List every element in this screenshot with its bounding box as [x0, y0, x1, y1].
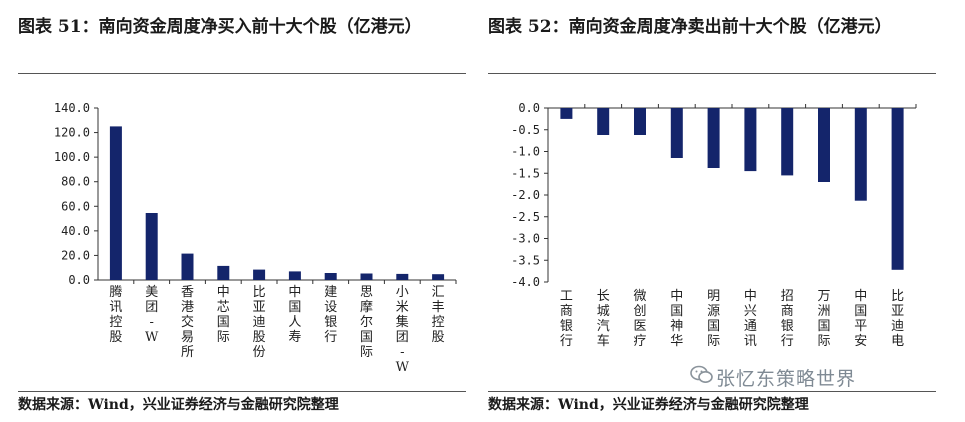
chart-panel-52: 图表 52：南向资金周度净卖出前十大个股（亿港元） 0.0 -0.5 -1.0 -1.…	[488, 0, 958, 422]
category-label: 中国神华	[670, 289, 683, 349]
chart-panel-51: 图表 51：南向资金周度净买入前十大个股（亿港元） 0.0 20.0 40.0 60.…	[18, 0, 488, 422]
bar	[324, 273, 337, 280]
bar-chart-net-buy: 0.0 20.0 40.0 60.0 80.0 100.0 120.0 140.0 腾讯控股 美团…	[54, 101, 457, 375]
bar	[432, 274, 445, 280]
y-tick-label: -4.0	[511, 275, 540, 289]
y-tick-label: 80.0	[61, 175, 90, 189]
bar	[560, 108, 573, 119]
category-label: 汇丰控股	[432, 285, 445, 345]
y-tick-label: -2.0	[511, 188, 540, 202]
y-tick-label: 0.0	[518, 101, 540, 115]
y-tick-label: 0.0	[68, 273, 90, 287]
bar	[253, 269, 266, 280]
divider	[18, 73, 466, 74]
category-label: 长城汽车	[597, 289, 610, 349]
bar-chart-net-sell: 0.0 -0.5 -1.0 -1.5 -2.0 -2.5 -3.0 -3.5 -4.0 工商银行 长…	[511, 101, 917, 349]
bar	[781, 108, 794, 176]
wechat-icon	[690, 365, 713, 383]
watermark-text: 张忆东策略世界	[716, 368, 857, 390]
chart-title: 图表 52：南向资金周度净卖出前十大个股（亿港元）	[488, 17, 892, 37]
category-label: 建设银行	[324, 285, 337, 345]
bar	[854, 108, 867, 201]
source-note: 数据来源：Wind，兴业证券经济与金融研究院整理	[488, 397, 809, 413]
bar	[707, 108, 720, 168]
y-tick-label: 60.0	[61, 199, 90, 213]
bar	[634, 108, 646, 135]
source-note: 数据来源：Wind，兴业证券经济与金融研究院整理	[18, 397, 339, 413]
chart-title: 图表 51：南向资金周度净买入前十大个股（亿港元）	[18, 17, 422, 37]
category-label: 中芯国际	[217, 285, 230, 345]
bar	[818, 108, 830, 182]
divider	[488, 73, 936, 74]
bar	[360, 273, 373, 280]
bar	[109, 126, 122, 281]
y-tick-label: -2.5	[511, 210, 540, 224]
bar	[744, 108, 757, 172]
bar	[891, 108, 904, 270]
category-label: 比亚迪电	[891, 289, 904, 349]
bar	[396, 273, 409, 280]
divider	[18, 391, 466, 392]
category-label: 腾讯控股	[109, 284, 122, 345]
bar	[288, 271, 301, 280]
y-tick-label: 40.0	[61, 224, 90, 238]
category-label: 思摩尔国际	[360, 285, 373, 360]
y-tick-label: 140.0	[54, 101, 90, 115]
category-label: 工商银行	[560, 289, 573, 349]
category-label: 美团-W	[145, 285, 159, 345]
y-tick-label: 100.0	[54, 150, 90, 164]
y-tick-label: -1.0	[511, 145, 540, 159]
y-tick-label: -0.5	[511, 123, 540, 137]
divider	[488, 391, 936, 392]
bar	[670, 108, 683, 158]
y-tick-label: 20.0	[61, 248, 90, 262]
y-tick-label: -3.0	[511, 232, 540, 246]
category-label: 小米集团-W	[396, 285, 410, 375]
y-tick-label: -1.5	[511, 166, 540, 180]
bar	[145, 213, 158, 280]
category-label: 中国平安	[854, 289, 867, 349]
category-label: 微创医疗	[633, 289, 646, 349]
category-label: 明源国际	[707, 289, 720, 349]
bar	[181, 253, 194, 280]
bar	[597, 108, 610, 135]
category-label: 万洲国际	[817, 289, 830, 349]
category-label: 比亚迪股份	[253, 285, 266, 360]
y-tick-label: -3.5	[511, 253, 540, 267]
category-label: 香港交易所	[181, 285, 194, 360]
category-label: 中兴通讯	[744, 289, 757, 349]
bar	[217, 265, 230, 280]
category-label: 中国人寿	[288, 285, 301, 345]
category-label: 招商银行	[781, 289, 794, 349]
y-tick-label: 120.0	[54, 126, 90, 140]
